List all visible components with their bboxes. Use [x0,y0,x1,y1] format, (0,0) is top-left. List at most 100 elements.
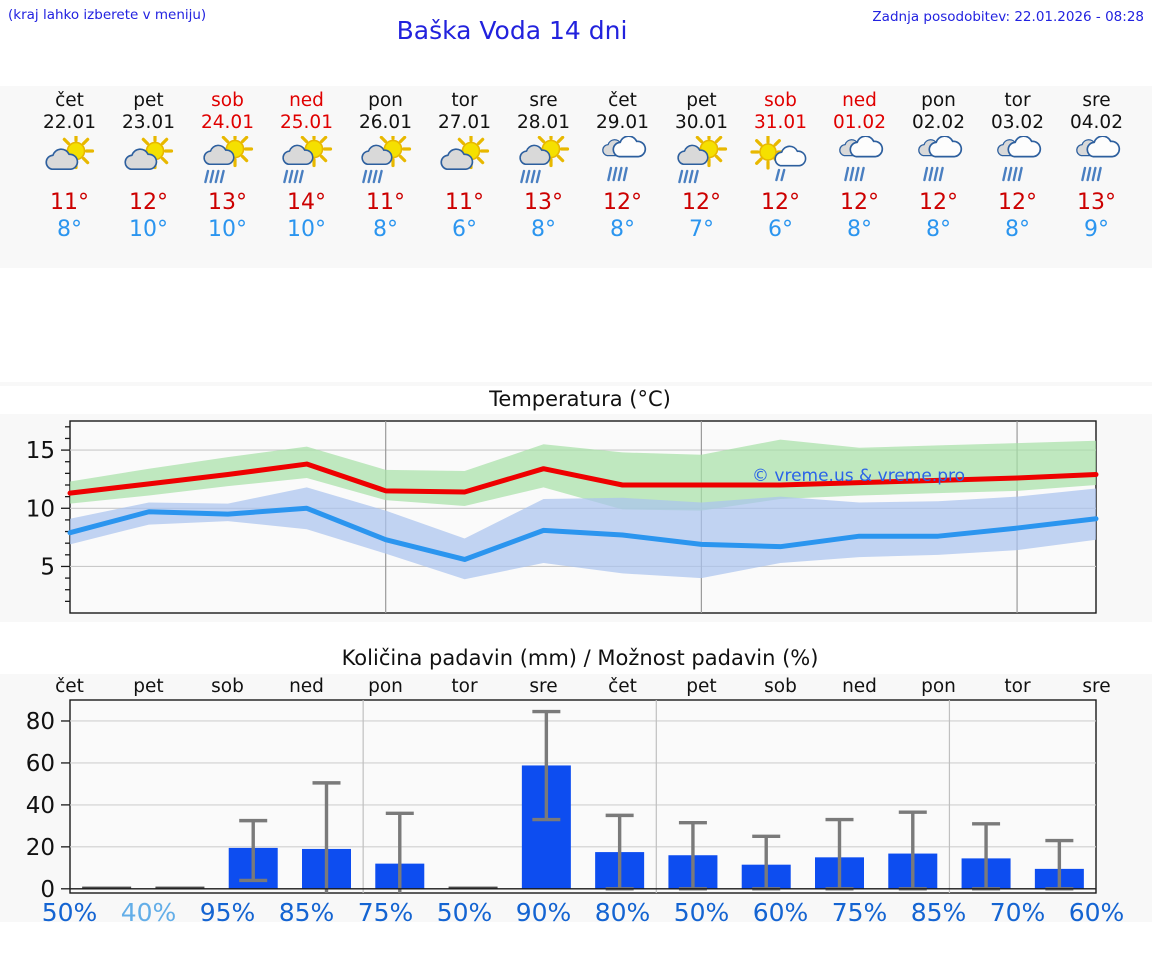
day-date-label: 23.01 [122,112,175,133]
precip-day-label: ned [842,676,877,697]
day-of-week-label: ned [289,90,324,111]
high-temperature: 13° [1077,190,1116,215]
precip-probability-value: 80% [594,898,651,927]
cloud-rain-icon [905,135,973,186]
high-temperature: 12° [682,190,721,215]
day-date-label: 28.01 [517,112,570,133]
day-of-week-label: pet [133,90,164,111]
high-temperature: 13° [524,190,563,215]
sun-cloud-rain-icon [510,130,578,186]
day-of-week-label: sob [764,90,797,111]
high-temperature: 12° [919,190,958,215]
precip-day-label: sre [529,676,558,697]
day-of-week-label: tor [451,90,478,111]
high-temperature: 12° [761,190,800,215]
day-column: pet 30.01 12° 7° [662,86,741,268]
sun-cloud-icon [431,132,499,186]
day-of-week-label: sre [1082,90,1111,111]
precip-day-label: pon [921,676,956,697]
precip-day-label: tor [451,676,478,697]
day-of-week-label: čet [608,90,637,111]
day-date-label: 02.02 [912,112,965,133]
low-temperature: 8° [926,217,951,242]
sun-cloud-icon [36,132,104,186]
day-date-label: 03.02 [991,112,1044,133]
precip-probability-value: 60% [752,898,809,927]
low-temperature: 8° [847,217,872,242]
cloud-rain-icon [1063,135,1131,186]
sun-cloud-rain-icon [668,130,736,186]
sun-cloud-rain-icon [352,130,420,186]
sun-cloud-icon [115,132,183,186]
precip-day-label: sob [764,676,797,697]
low-temperature: 6° [452,217,477,242]
low-temperature: 8° [531,217,556,242]
day-date-label: 30.01 [675,112,728,133]
precip-day-label: sob [211,676,244,697]
sun-cloud-rain-icon [194,130,262,186]
day-date-label: 22.01 [43,112,96,133]
day-of-week-label: čet [55,90,84,111]
precip-probability-value: 85% [910,898,967,927]
day-column: pon 26.01 11° 8° [346,86,425,268]
svg-text:40: 40 [26,793,55,819]
pct-left-spacer [0,898,30,934]
day-column: tor 03.02 12° 8° [978,86,1057,268]
location-menu-note: (kraj lahko izberete v meniju) [8,7,207,23]
precipitation-probability-row: 50% 40% 95% 85% 75% 50% 90% 80% 50% 60% 75% 85% 70% 6… [0,898,1152,934]
precip-day-label: tor [1004,676,1031,697]
day-date-label: 04.02 [1070,112,1123,133]
low-temperature: 7° [689,217,714,242]
daily-forecast-strip: čet 22.01 11° 8° pet 23.01 12° 10° sob 24.01 13… [0,86,1152,268]
precip-probability-value: 50% [41,898,98,927]
precip-probability-value: 95% [199,898,256,927]
day-of-week-label: sob [211,90,244,111]
day-of-week-label: tor [1004,90,1031,111]
sun-left-cloud-drizzle-icon [747,134,815,186]
svg-text:20: 20 [26,835,55,861]
day-column: pon 02.02 12° 8° [899,86,978,268]
high-temperature: 14° [287,190,326,215]
low-temperature: 8° [373,217,398,242]
cloud-rain-icon [826,135,894,186]
high-temperature: 11° [50,190,89,215]
cloud-rain-icon [589,135,657,186]
precip-probability-value: 50% [436,898,493,927]
day-date-label: 24.01 [201,112,254,133]
low-temperature: 10° [287,217,326,242]
precipitation-day-labels: čet pet sob ned pon tor sre čet pet sob ned pon tor s… [0,676,1152,698]
day-of-week-label: pon [368,90,403,111]
temperature-chart-title: Temperatura (°C) [0,386,1152,414]
day-of-week-label: sre [529,90,558,111]
watermark: © vreme.us & vreme.pro [752,466,966,486]
day-column: čet 22.01 11° 8° [30,86,109,268]
cloud-rain-icon [984,135,1052,186]
day-date-label: 25.01 [280,112,333,133]
high-temperature: 12° [998,190,1037,215]
precip-probability-value: 75% [831,898,888,927]
high-temperature: 11° [445,190,484,215]
high-temperature: 13° [208,190,247,215]
day-column: ned 25.01 14° 10° [267,86,346,268]
low-temperature: 8° [610,217,635,242]
day-column: tor 27.01 11° 6° [425,86,504,268]
last-updated-text: Zadnja posodobitev: 22.01.2026 - 08:28 [872,9,1144,25]
low-temperature: 8° [57,217,82,242]
low-temperature: 8° [1005,217,1030,242]
day-column: sob 24.01 13° 10° [188,86,267,268]
high-temperature: 12° [603,190,642,215]
precip-day-label: čet [55,676,84,697]
low-temperature: 9° [1084,217,1109,242]
day-column: sob 31.01 12° 6° [741,86,820,268]
low-temperature: 10° [129,217,168,242]
low-temperature: 6° [768,217,793,242]
day-column: čet 29.01 12° 8° [583,86,662,268]
svg-text:5: 5 [40,554,55,580]
sun-cloud-rain-icon [273,130,341,186]
day-column: sre 04.02 13° 9° [1057,86,1136,268]
day-of-week-label: ned [842,90,877,111]
precip-day-label: pet [133,676,164,697]
